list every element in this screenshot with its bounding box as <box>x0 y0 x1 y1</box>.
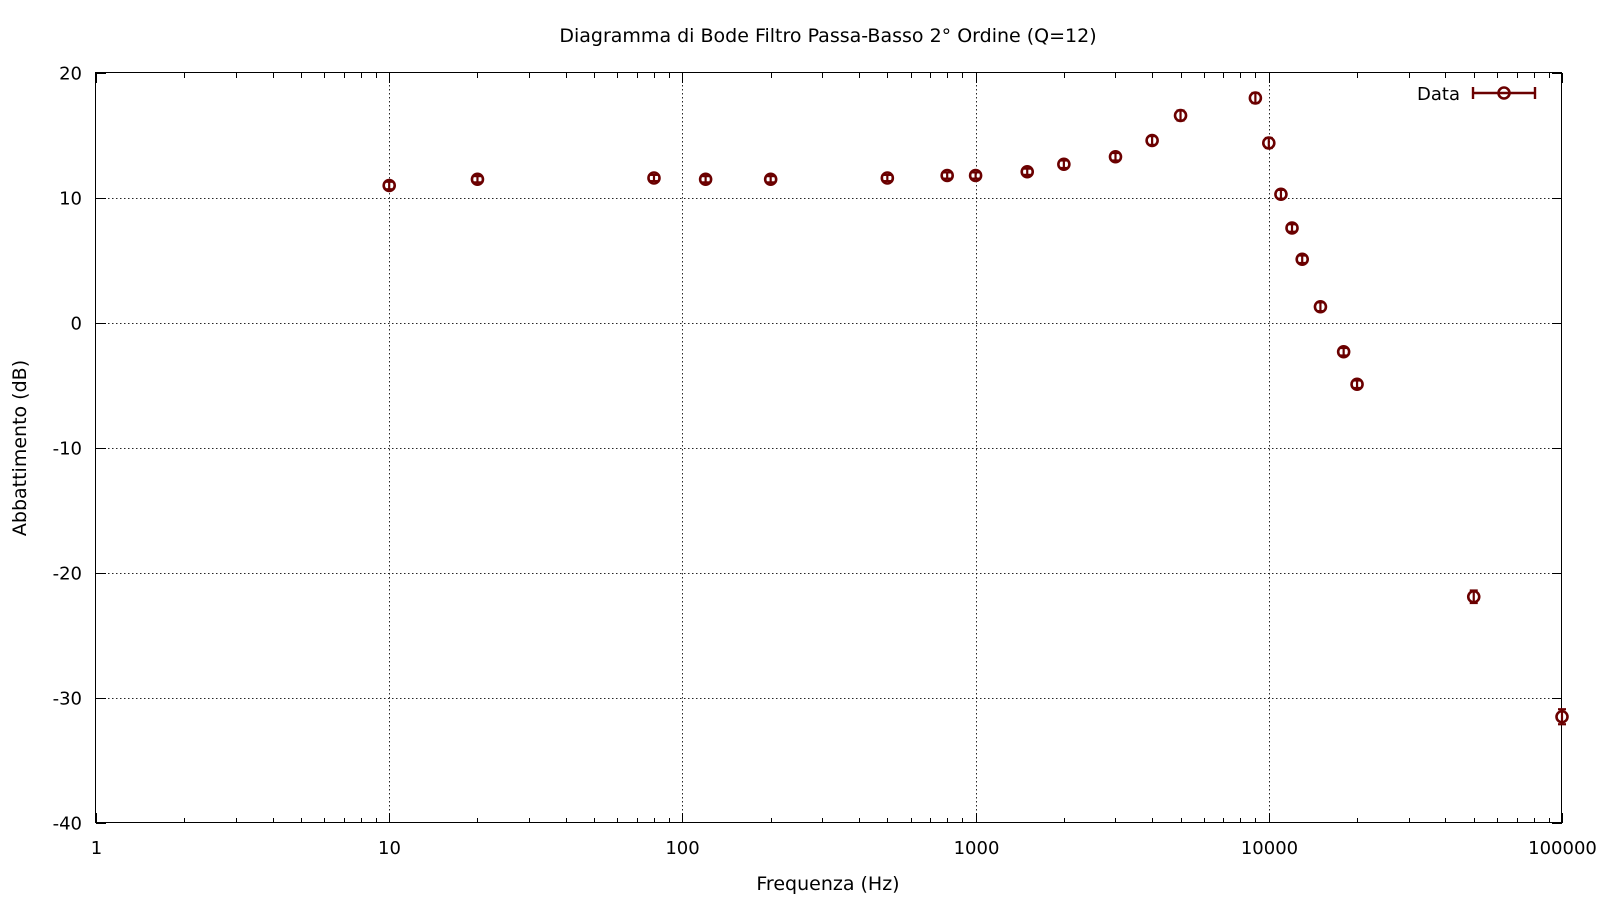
x-tick-label: 100 <box>665 838 699 859</box>
data-point <box>1555 708 1569 726</box>
point-marker <box>968 168 983 183</box>
data-point <box>880 171 895 185</box>
data-point <box>1173 108 1188 123</box>
data-point <box>1274 187 1288 202</box>
point-marker <box>1274 187 1288 202</box>
data-point <box>382 178 397 193</box>
point-marker <box>382 178 397 193</box>
data-points <box>382 91 1569 726</box>
data-point <box>1108 149 1123 164</box>
data-point <box>1020 164 1035 179</box>
point-marker <box>1555 709 1569 724</box>
legend-key <box>1471 86 1537 100</box>
point-marker <box>1350 377 1364 392</box>
point-marker <box>1466 589 1481 604</box>
data-point <box>1145 133 1159 148</box>
y-tick-label: -30 <box>53 689 82 710</box>
y-tick-label: 10 <box>59 189 82 210</box>
point-marker <box>1313 299 1328 314</box>
point-marker <box>1173 108 1188 123</box>
data-point <box>1057 157 1071 172</box>
point-marker <box>1057 157 1071 172</box>
x-tick-label: 1 <box>91 838 102 859</box>
y-tick-label: -40 <box>53 814 82 835</box>
point-marker <box>1020 164 1035 179</box>
x-tick-label: 10000 <box>1241 838 1298 859</box>
data-point <box>698 172 713 187</box>
point-marker <box>1145 133 1159 148</box>
y-axis-label: Abbattimento (dB) <box>9 360 31 536</box>
x-tick-label: 100000 <box>1528 838 1597 859</box>
y-tick-labels: -40 -30 -20 -10 0 10 20 <box>53 64 82 835</box>
legend: Data <box>1417 84 1537 105</box>
x-axis-label: Frequenza (Hz) <box>756 873 899 895</box>
data-point <box>647 171 661 185</box>
point-marker <box>1262 136 1276 150</box>
legend-label: Data <box>1417 84 1460 105</box>
data-point <box>968 168 983 183</box>
data-point <box>1248 91 1263 105</box>
point-marker <box>647 171 661 185</box>
data-point <box>1466 589 1481 605</box>
data-point <box>1295 252 1310 267</box>
point-marker <box>763 172 778 187</box>
grid-lines <box>96 73 1562 823</box>
plot-frame <box>95 72 1562 823</box>
legend-marker <box>1497 86 1511 100</box>
x-tick-labels: 1 10 100 1000 10000 100000 <box>91 838 1597 859</box>
data-point <box>1350 377 1364 392</box>
point-marker <box>470 172 485 187</box>
chart-title: Diagramma di Bode Filtro Passa-Basso 2° … <box>559 25 1096 47</box>
data-point <box>763 172 778 187</box>
point-marker <box>940 168 954 183</box>
point-marker <box>1285 221 1299 235</box>
data-point <box>1285 221 1299 235</box>
point-marker <box>880 171 895 185</box>
data-point <box>1336 344 1351 359</box>
y-tick-label: 20 <box>59 64 82 85</box>
data-point <box>1313 299 1328 314</box>
x-tick-label: 1000 <box>954 838 1000 859</box>
data-point <box>1262 136 1276 150</box>
point-marker <box>1336 344 1351 359</box>
point-marker <box>1108 149 1123 164</box>
data-point <box>470 172 485 187</box>
data-point <box>940 168 954 183</box>
point-marker <box>1295 252 1310 267</box>
y-tick-label: 0 <box>71 314 82 335</box>
y-tick-label: -10 <box>53 439 82 460</box>
y-tick-label: -20 <box>53 564 82 585</box>
point-marker <box>1248 91 1263 105</box>
point-marker <box>698 172 713 187</box>
x-tick-label: 10 <box>378 838 401 859</box>
